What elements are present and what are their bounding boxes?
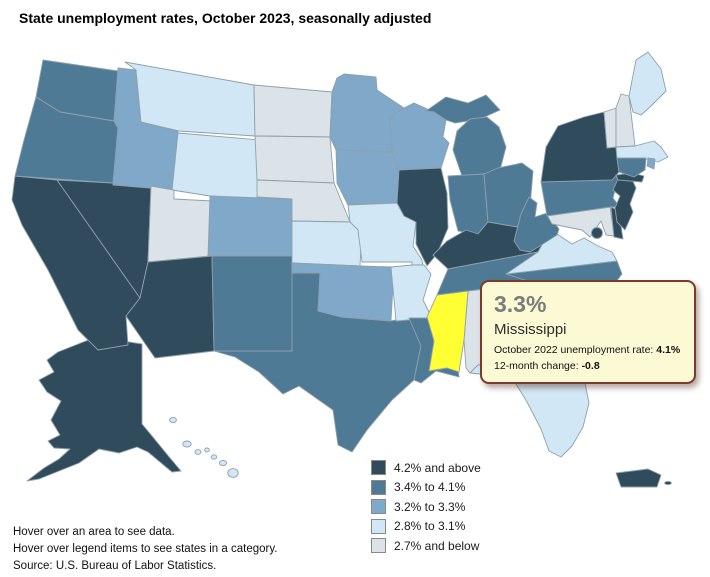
legend-swatch-light [371,518,386,534]
state-nm[interactable] [211,255,293,352]
legend-label: 2.8% to 3.1% [394,519,466,534]
state-sd[interactable] [254,135,335,184]
source-note: Source: U.S. Bureau of Labor Statistics. [13,560,217,573]
state-ms-highlighted[interactable] [426,290,469,373]
tooltip-rate-value: 3.3% [494,291,547,317]
state-pr-group [615,468,672,488]
legend-swatch-medium [371,499,386,515]
state-in[interactable] [447,173,489,235]
legend: 4.2% and above 3.4% to 4.1% 3.2% to 3.3%… [371,458,481,556]
legend-item-3-2-to-3-3[interactable]: 3.2% to 3.3% [371,497,481,517]
legend-swatch-darkest [371,460,386,476]
state-va[interactable] [505,233,618,275]
state-ar[interactable] [390,264,433,322]
tooltip-change-label: 12-month change: [494,359,582,372]
state-il[interactable] [396,167,449,267]
legend-item-2-8-to-3-1[interactable]: 2.8% to 3.1% [371,517,481,537]
state-hi[interactable] [204,447,210,453]
hint-hover-area: Hover over an area to see data. [13,526,175,538]
tooltip-change-value: -0.8 [581,359,600,372]
state-dc-marker[interactable] [591,227,603,239]
state-hi[interactable] [194,449,202,455]
state-co[interactable] [207,195,293,257]
state-pr[interactable] [664,480,672,486]
state-mi-upper-peninsula[interactable] [425,94,501,124]
state-nh[interactable] [615,93,636,148]
tooltip-prior-rate: October 2022 unemployment rate: 4.1% [494,343,683,359]
tooltip-change: 12-month change: -0.8 [494,359,683,375]
tooltip-prior-rate-label: October 2022 unemployment rate: [494,344,657,357]
state-ut[interactable] [147,185,213,263]
legend-swatch-dark [371,479,386,495]
state-hi-group [169,416,239,478]
legend-label: 4.2% and above [394,460,481,475]
hint-hover-legend: Hover over legend items to see states in… [13,543,278,556]
state-ak[interactable] [26,336,182,482]
legend-swatch-lightest [371,538,386,554]
legend-label: 3.4% to 4.1% [394,480,466,495]
state-pr[interactable] [615,468,662,488]
chart-title: State unemployment rates, October 2023, … [19,10,432,26]
state-ct[interactable] [616,157,647,178]
state-ks[interactable] [291,220,363,267]
state-wi[interactable] [389,102,450,171]
state-ia[interactable] [335,149,402,206]
tooltip-prior-rate-value: 4.1% [656,344,681,357]
state-hi[interactable] [218,459,228,467]
footer-notes: Hover over an area to see data. Hover ov… [13,524,277,575]
legend-item-3-4-to-4-1[interactable]: 3.4% to 4.1% [371,478,481,498]
state-hi[interactable] [210,454,218,460]
state-nd[interactable] [253,84,333,138]
legend-item-2-7-and-below[interactable]: 2.7% and below [371,536,481,556]
state-hi[interactable] [182,440,192,448]
state-ri[interactable] [646,157,656,170]
tooltip-state-name: Mississippi [494,321,567,339]
hover-tooltip: 3.3% Mississippi October 2022 unemployme… [480,280,696,384]
state-mi[interactable] [452,116,507,179]
legend-item-4-2-and-above[interactable]: 4.2% and above [371,458,481,478]
state-me[interactable] [628,51,667,116]
state-hi[interactable] [227,468,239,478]
state-nj[interactable] [612,174,637,231]
legend-label: 2.7% and below [394,538,480,553]
legend-label: 3.2% to 3.3% [394,499,466,514]
state-hi[interactable] [169,416,177,424]
state-ok[interactable] [291,262,395,322]
state-wy[interactable] [171,132,261,200]
